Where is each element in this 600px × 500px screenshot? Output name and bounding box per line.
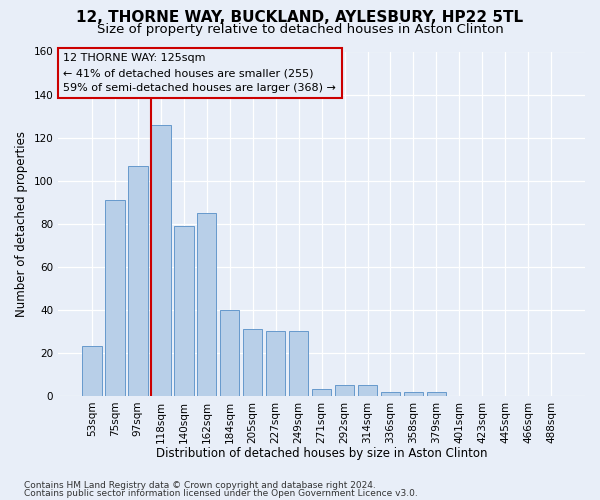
Text: 12, THORNE WAY, BUCKLAND, AYLESBURY, HP22 5TL: 12, THORNE WAY, BUCKLAND, AYLESBURY, HP2… <box>76 10 524 25</box>
Bar <box>243 329 262 396</box>
Bar <box>151 124 170 396</box>
Text: Size of property relative to detached houses in Aston Clinton: Size of property relative to detached ho… <box>97 22 503 36</box>
Text: Contains HM Land Registry data © Crown copyright and database right 2024.: Contains HM Land Registry data © Crown c… <box>24 480 376 490</box>
Bar <box>404 392 423 396</box>
Bar <box>335 385 355 396</box>
Y-axis label: Number of detached properties: Number of detached properties <box>15 130 28 316</box>
Bar <box>174 226 194 396</box>
Bar <box>427 392 446 396</box>
Bar <box>289 332 308 396</box>
X-axis label: Distribution of detached houses by size in Aston Clinton: Distribution of detached houses by size … <box>156 447 487 460</box>
Bar <box>312 390 331 396</box>
Bar <box>220 310 239 396</box>
Bar <box>381 392 400 396</box>
Text: 12 THORNE WAY: 125sqm
← 41% of detached houses are smaller (255)
59% of semi-det: 12 THORNE WAY: 125sqm ← 41% of detached … <box>64 53 337 93</box>
Bar <box>197 213 217 396</box>
Bar <box>358 385 377 396</box>
Bar <box>266 332 286 396</box>
Bar <box>128 166 148 396</box>
Bar <box>105 200 125 396</box>
Bar <box>82 346 101 396</box>
Text: Contains public sector information licensed under the Open Government Licence v3: Contains public sector information licen… <box>24 489 418 498</box>
